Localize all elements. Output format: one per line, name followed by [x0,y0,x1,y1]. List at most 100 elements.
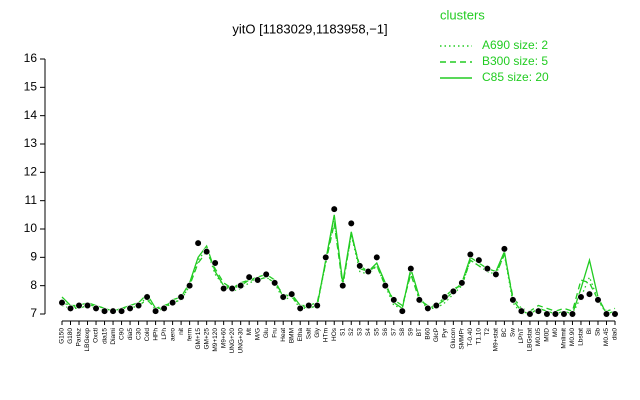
x-tick-label: S7 [391,328,398,336]
x-tick-label: Fru [271,328,278,338]
data-point [66,304,75,312]
x-tick-label: UNG+30 [237,328,244,354]
x-tick-label: M0.05 [535,328,542,346]
data-point [75,301,83,310]
data-point [381,282,389,290]
legend-title: clusters [440,7,485,22]
y-tick-label: 11 [25,193,38,207]
x-tick-label: LBGstat [527,328,534,352]
x-tick-label: M/G [254,328,261,340]
data-point [117,307,126,315]
x-tick-label: Oxctl [93,327,100,342]
legend-label: B300 size: 5 [482,54,548,68]
data-point [134,301,143,310]
x-tick-label: Diami [110,328,117,345]
data-point [237,282,245,290]
y-tick-label: 8 [30,278,37,292]
data-point [126,304,134,312]
data-point [109,307,117,315]
data-point [92,304,100,312]
x-tick-label: S4 [365,328,372,336]
x-tick-label: S3 [356,328,363,336]
x-tick-label: C90 [118,328,125,340]
data-point [288,290,296,298]
data-point [203,248,211,256]
data-point [500,245,509,253]
data-point [322,253,330,261]
x-tick-label: B60 [425,328,432,340]
x-tick-label: S1 [339,328,346,336]
x-tick-label: LBGexp [84,328,91,352]
data-point [585,290,594,298]
data-point [611,310,619,318]
x-tick-label: G180 [67,328,74,344]
data-point [313,301,321,310]
data-point [424,304,432,312]
data-point [560,310,568,318]
x-tick-label: Sb [595,328,602,336]
data-point [347,219,355,227]
x-tick-label: LPh [161,328,168,340]
data-point [83,301,92,310]
chart-title: yitO [1183029,1183958,−1] [232,21,387,36]
data-point [534,307,543,315]
y-tick-label: 16 [24,51,38,65]
x-tick-label: Sw [510,328,517,337]
x-tick-label: M9+60 [220,328,227,348]
x-tick-label: BI [586,328,593,334]
data-point [483,265,491,273]
data-point [432,301,440,310]
x-tick-label: Pariaz [76,328,83,346]
data-point [509,296,517,304]
x-tick-label: LPhT [518,328,525,344]
x-tick-label: dia0 [612,328,619,341]
data-point [475,256,483,264]
data-point [160,304,168,312]
x-tick-label: HTm [322,328,329,342]
data-point [466,250,474,259]
x-tick-label: BMM [288,328,295,343]
data-point [551,310,560,318]
y-tick-label: 9 [30,250,37,264]
data-point [100,307,109,315]
x-tick-label: BC [501,328,508,337]
y-tick-label: 12 [24,165,38,179]
x-tick-label: GM+25 [203,328,210,350]
y-tick-label: 7 [30,306,37,320]
data-point [58,299,66,307]
x-tick-label: UNG+20 [229,328,236,354]
data-point [390,296,398,304]
data-point [364,267,372,276]
data-point [296,304,304,312]
data-point [211,259,219,267]
x-tick-label: S8 [399,328,406,336]
x-tick-label: Etha [297,328,304,342]
data-point [220,284,228,293]
x-tick-label: M9+stat [493,328,500,351]
x-tick-label: SMMPr [459,327,466,350]
data-point [271,279,279,287]
x-tick-label: T1.10 [476,328,483,345]
x-tick-label: C30 [135,328,142,340]
x-tick-label: S5 [374,328,381,336]
x-tick-label: nit [178,328,185,335]
data-point [458,279,466,287]
x-tick-label: T2 [484,328,491,336]
x-tick-label: GlcP [433,328,440,342]
data-point [151,307,160,315]
x-tick-label: dia15 [101,328,108,344]
y-tick-label: 10 [24,221,38,235]
y-tick-label: 14 [24,108,38,122]
data-point [415,296,423,304]
x-tick-label: M9+120 [212,328,219,352]
y-tick-label: 15 [24,80,38,94]
data-point [245,273,253,281]
data-point [330,205,338,213]
data-point [373,253,381,261]
data-point [279,293,287,301]
x-tick-label: S2 [348,328,355,336]
x-tick-label: ferm [186,328,193,341]
x-tick-label: Heat [280,328,287,342]
x-tick-label: T-0.40 [467,328,474,347]
